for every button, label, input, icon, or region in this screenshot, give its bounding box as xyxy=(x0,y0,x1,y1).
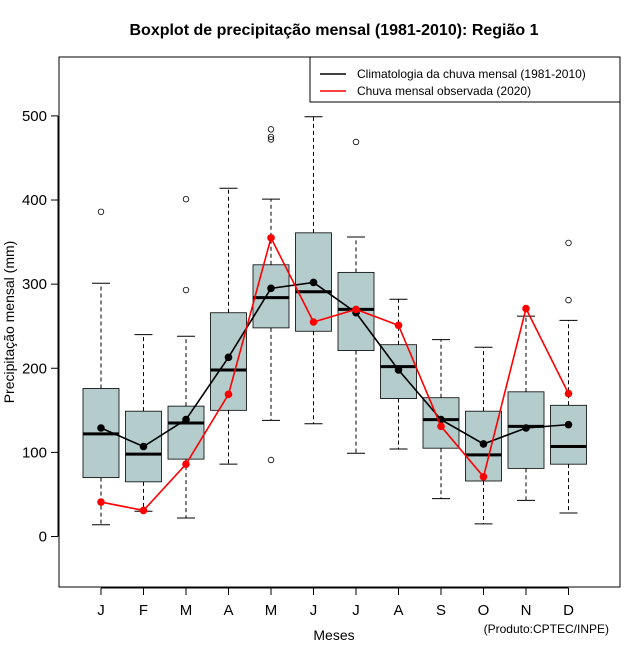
x-tick-label: M xyxy=(265,602,278,619)
box-3 xyxy=(167,195,205,519)
series-point xyxy=(564,420,573,429)
outlier-point xyxy=(267,456,275,464)
series-point xyxy=(437,422,445,431)
box-rect xyxy=(167,405,205,460)
series-point xyxy=(479,440,488,448)
box-5 xyxy=(252,126,290,464)
x-tick-label: J xyxy=(352,602,360,619)
outlier-point xyxy=(267,136,275,143)
series-point xyxy=(564,389,573,398)
outlier-point xyxy=(565,296,572,304)
outlier-point xyxy=(182,286,190,294)
box-4 xyxy=(210,187,247,465)
series-point xyxy=(394,321,403,330)
x-tick-label: O xyxy=(478,602,490,619)
x-tick-label: S xyxy=(436,602,446,619)
y-tick-label: 400 xyxy=(22,192,47,209)
box-rect xyxy=(550,404,587,465)
credit-label: (Produto:CPTEC/INPE) xyxy=(484,622,609,636)
series-line xyxy=(100,235,570,512)
x-tick-label: J xyxy=(97,602,105,619)
chart-title: Boxplot de precipitação mensal (1981-201… xyxy=(129,22,538,39)
outlier-point xyxy=(352,138,360,146)
y-tick-label: 500 xyxy=(22,108,47,125)
series-point xyxy=(224,353,233,362)
series-point xyxy=(522,304,530,313)
box-group xyxy=(82,116,587,526)
legend-label-observed: Chuva mensal observada (2020) xyxy=(357,84,531,98)
box-10 xyxy=(465,346,502,525)
y-tick-label: 200 xyxy=(22,360,47,377)
x-tick-label: D xyxy=(563,602,574,619)
outlier-point xyxy=(97,208,105,215)
series-point xyxy=(139,506,148,515)
box-7 xyxy=(337,138,375,454)
series-point xyxy=(479,472,488,481)
x-axis-label: Meses xyxy=(313,627,354,643)
y-tick-label: 100 xyxy=(22,444,47,461)
x-tick-label: J xyxy=(310,602,318,619)
outlier-point xyxy=(182,195,190,203)
x-tick-label: A xyxy=(393,602,403,619)
legend: Climatologia da chuva mensal (1981-2010)… xyxy=(309,56,621,103)
outlier-point xyxy=(565,239,572,247)
series-point xyxy=(394,366,403,374)
y-tick-label: 300 xyxy=(22,276,47,293)
series-observed-2020 xyxy=(97,234,573,515)
outlier-point xyxy=(267,133,275,141)
box-1 xyxy=(82,208,120,526)
series-point xyxy=(182,415,190,424)
box-11 xyxy=(507,315,545,501)
x-tick-label: F xyxy=(139,602,148,619)
series-point xyxy=(182,460,190,468)
x-tick-label: A xyxy=(223,602,233,619)
y-axis-label: Precipitação mensal (mm) xyxy=(1,241,17,404)
legend-box xyxy=(309,56,621,103)
series-point xyxy=(309,278,318,287)
y-tick-label: 0 xyxy=(39,529,47,546)
box-6 xyxy=(295,116,332,425)
series-lines xyxy=(97,234,573,515)
x-tick-label: N xyxy=(521,602,532,619)
series-climatology xyxy=(97,278,573,451)
series-point xyxy=(139,442,148,451)
legend-label-climatology: Climatologia da chuva mensal (1981-2010) xyxy=(357,67,586,81)
series-point xyxy=(97,424,105,432)
box-12 xyxy=(550,239,587,514)
series-point xyxy=(267,234,275,242)
series-point xyxy=(267,284,275,293)
series-point xyxy=(224,390,233,399)
series-point xyxy=(97,498,105,506)
box-2 xyxy=(125,334,162,512)
outlier-point xyxy=(267,126,275,133)
y-axis: 0 100 200 300 400 500 xyxy=(22,108,59,546)
series-point xyxy=(352,305,360,314)
series-line xyxy=(100,281,569,448)
series-point xyxy=(522,424,530,432)
x-tick-label: M xyxy=(180,602,193,619)
series-point xyxy=(309,318,318,326)
